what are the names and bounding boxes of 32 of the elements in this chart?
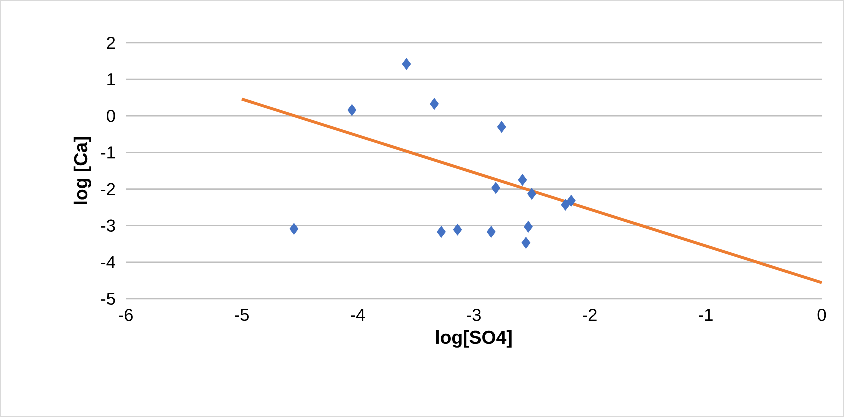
point xyxy=(430,98,440,110)
point xyxy=(437,226,446,238)
point xyxy=(402,58,412,70)
point xyxy=(492,182,501,194)
x-tick-label: -2 xyxy=(583,309,597,322)
y-tick-label: -2 xyxy=(101,183,116,196)
point xyxy=(486,226,496,238)
point xyxy=(561,199,570,211)
y-tick-label: -4 xyxy=(101,256,116,268)
point xyxy=(453,224,462,236)
point xyxy=(522,237,531,249)
point xyxy=(497,121,506,133)
point xyxy=(528,188,536,200)
y-axis-title: log [Ca] xyxy=(74,137,92,204)
x-tick-label: -1 xyxy=(699,309,713,321)
x-tick-label: -3 xyxy=(467,309,481,322)
y-tick-label: 2 xyxy=(107,36,116,50)
y-tick-label: 0 xyxy=(106,110,116,122)
point xyxy=(524,221,533,233)
point xyxy=(290,223,299,236)
y-tick-label: -3 xyxy=(101,220,116,232)
x-tick-label: -6 xyxy=(119,309,133,322)
x-tick-label: -4 xyxy=(351,309,366,321)
x-tick-label: -5 xyxy=(235,309,249,322)
y-tick-label: 1 xyxy=(108,74,116,86)
point xyxy=(518,174,528,186)
x-axis-title: log[SO4] xyxy=(436,330,512,348)
point xyxy=(348,104,357,116)
y-tick-label: -1 xyxy=(101,146,116,159)
y-tick-label: -5 xyxy=(101,292,116,306)
x-tick-label: 0 xyxy=(818,309,826,322)
point xyxy=(566,195,576,207)
